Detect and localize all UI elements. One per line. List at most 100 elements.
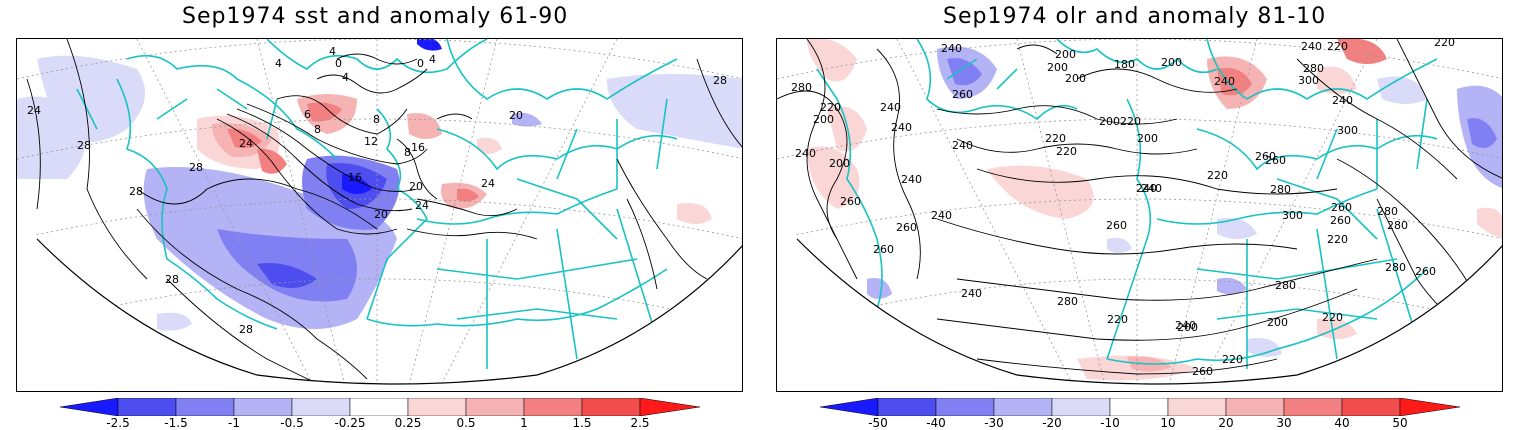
contour-label: 4	[342, 71, 349, 84]
contour-label: 220	[1056, 145, 1077, 158]
colorbar-tick-label: 50	[1392, 416, 1408, 430]
olr-map-canvas: 240 260 200 200 200 180 200 240 220 280 …	[777, 39, 1502, 385]
contour-label: 220	[1045, 132, 1066, 145]
contour-label: 280	[1057, 295, 1078, 308]
contour-label: 12	[364, 135, 378, 148]
contour-label: 240	[891, 121, 912, 134]
colorbar-segments	[60, 398, 700, 416]
contour-label: 200	[1065, 72, 1086, 85]
contour-label: 300	[1282, 209, 1303, 222]
contour-label: 240	[931, 209, 952, 222]
contour-label: 28	[129, 185, 143, 198]
colorbar-tick-label: -1.5	[164, 416, 188, 430]
colorbar-tick-label: -20	[1042, 416, 1062, 430]
contour-label: 240	[1141, 182, 1162, 195]
contour-label: 28	[165, 273, 179, 286]
contour-label: 0	[335, 57, 342, 70]
contour-label: 28	[189, 161, 203, 174]
colorbar-tick-label: 0.25	[394, 416, 422, 430]
colorbar-tick-label: 1	[520, 416, 528, 430]
colorbar-tick-label: -2.5	[106, 416, 130, 430]
contour-label: 240	[880, 101, 901, 114]
contour-label: 28	[239, 323, 253, 336]
contour-label: 200	[1177, 321, 1198, 334]
colorbar-tick-label: 30	[1276, 416, 1292, 430]
contour-label: 280	[791, 81, 812, 94]
colorbar-arrow-left	[820, 398, 879, 416]
contour-label: 260	[896, 221, 917, 234]
colorbar-arrow-right	[639, 398, 700, 416]
olr-map-boundary	[796, 238, 1502, 385]
contour-label: 220	[1327, 40, 1348, 53]
contour-label: 24	[239, 137, 253, 150]
contour-label: 8	[404, 146, 411, 159]
contour-label: 4	[275, 57, 282, 70]
contour-label: 260	[1330, 214, 1351, 227]
sst-graticule	[17, 39, 742, 384]
contour-label: 260	[1265, 154, 1286, 167]
contour-label: 240	[1175, 319, 1196, 332]
contour-label: 200	[1137, 132, 1158, 145]
colorbar-tick-label: -30	[984, 416, 1004, 430]
colorbar-tick-label: 1.5	[572, 416, 592, 430]
contour-label: 260	[952, 88, 973, 101]
contour-label: 200	[1099, 115, 1120, 128]
colorbar-arrow-left	[60, 398, 119, 416]
colorbar-tick-label: 40	[1334, 416, 1350, 430]
contour-label: 220	[1107, 313, 1128, 326]
contour-label: 240	[941, 42, 962, 55]
contour-label: 200	[1047, 61, 1068, 74]
contour-label: 4	[429, 53, 436, 66]
colorbar-tick-label: -1	[228, 416, 240, 430]
contour-label: 240	[952, 139, 973, 152]
olr-colorbar	[820, 398, 1460, 416]
contour-label: 260	[840, 195, 861, 208]
olr-contours	[777, 39, 1502, 375]
contour-label: 0	[417, 57, 424, 70]
contour-label: 8	[314, 123, 321, 136]
colorbar-tick-label: 2.5	[630, 416, 650, 430]
contour-label: 16	[348, 171, 362, 184]
contour-label: 280	[1385, 261, 1406, 274]
olr-anomaly-shading	[807, 39, 1502, 381]
contour-label: 300	[1337, 124, 1358, 137]
sst-anomaly-shading	[17, 39, 742, 331]
contour-label: 24	[27, 104, 41, 117]
contour-label: 280	[1387, 219, 1408, 232]
sst-contours	[26, 39, 742, 384]
contour-label: 240	[901, 173, 922, 186]
olr-anomaly-map: 240 260 200 200 200 180 200 240 220 280 …	[776, 38, 1503, 392]
title-left: Sep1974 sst and anomaly 61-90	[182, 4, 569, 29]
contour-label: 8	[373, 113, 380, 126]
contour-label: 20	[509, 109, 523, 122]
colorbar-arrow-right	[1399, 398, 1460, 416]
colorbar-tick-label: 10	[1160, 416, 1176, 430]
contour-label: 260	[1106, 219, 1127, 232]
contour-label: 24	[415, 199, 429, 212]
contour-label: 220	[1327, 233, 1348, 246]
olr-contour-labels: 240 260 200 200 200 180 200 240 220 280 …	[791, 39, 1455, 378]
sst-colorbar	[60, 398, 700, 416]
contour-label: 280	[1303, 62, 1324, 75]
contour-label: 6	[304, 108, 311, 121]
contour-label: 220	[1322, 311, 1343, 324]
contour-label: 280	[1275, 279, 1296, 292]
sst-contour-labels: 24 28 28 28 28 28 24 20 16 12 8 8 6 4 4 …	[27, 45, 727, 336]
contour-label: 260	[1255, 150, 1276, 163]
contour-label: 240	[1301, 40, 1322, 53]
sst-anomaly-map: 24 28 28 28 28 28 24 20 16 12 8 8 6 4 4 …	[16, 38, 743, 392]
contour-label: 200	[1267, 316, 1288, 329]
colorbar-tick-label: 0.5	[456, 416, 476, 430]
contour-label: 220	[1434, 39, 1455, 49]
sst-coastlines	[76, 39, 678, 369]
colorbar-tick-label: -0.5	[280, 416, 304, 430]
colorbar-tick-label: -40	[926, 416, 946, 430]
contour-label: 200	[813, 113, 834, 126]
contour-label: 260	[1415, 265, 1436, 278]
contour-label: 200	[1055, 48, 1076, 61]
contour-label: 240	[1332, 94, 1353, 107]
contour-label: 280	[1270, 183, 1291, 196]
olr-coastlines	[816, 39, 1438, 369]
sst-map-canvas: 24 28 28 28 28 28 24 20 16 12 8 8 6 4 4 …	[17, 39, 742, 385]
contour-label: 4	[329, 45, 336, 58]
